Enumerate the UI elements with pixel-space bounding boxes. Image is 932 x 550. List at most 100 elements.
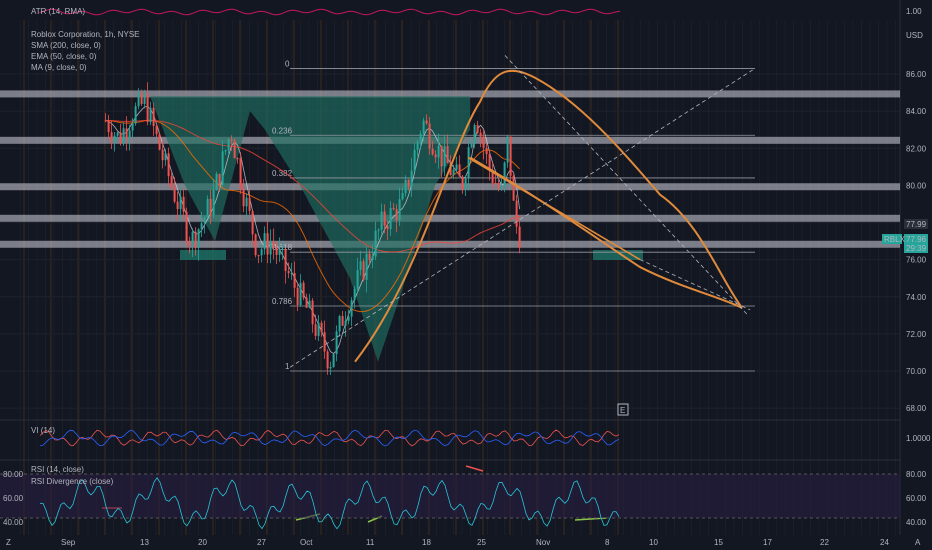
candle-body <box>350 300 353 317</box>
earnings-marker[interactable]: E <box>617 403 629 416</box>
candle-body <box>425 120 428 124</box>
atr-line <box>39 8 621 16</box>
candle-body <box>317 322 320 336</box>
price-tick-label: 84.00 <box>906 107 927 116</box>
candle-body <box>170 176 173 187</box>
price-zone <box>0 90 900 98</box>
price-tick-label: 80.00 <box>906 181 927 190</box>
candle-body <box>311 300 314 325</box>
candle-body <box>218 173 221 185</box>
candle-body <box>182 196 185 212</box>
rsi-line: 80.00 80.00 60.00 60.00 40.00 40.00 <box>3 470 927 530</box>
time-tick-label: 27 <box>257 538 266 547</box>
dashed-trendlines <box>289 55 756 368</box>
time-tick-label: Nov <box>536 538 550 547</box>
candle-body <box>125 128 128 139</box>
price-tick-label: 1.00 <box>906 7 922 16</box>
price-tick-label: 86.00 <box>906 70 927 79</box>
candle-body <box>383 211 386 226</box>
pattern-curve <box>354 69 743 363</box>
candle-body <box>464 178 467 190</box>
cup-fill <box>150 96 470 362</box>
atr-legend: ATR (14, RMA) <box>31 7 85 16</box>
candle-body <box>269 241 272 255</box>
vi-tick-label: 1.0000 <box>906 434 931 443</box>
candle-body <box>347 316 350 321</box>
candle-body <box>518 226 521 248</box>
price-tag-last: 77.96 29:39 RBLX <box>882 234 928 253</box>
rsi-legend: RSI (14, close) <box>31 465 84 474</box>
candle-body <box>122 128 125 144</box>
candle-body <box>176 201 179 210</box>
price-tick-label: 72.00 <box>906 330 927 339</box>
candle-body <box>404 179 407 194</box>
fib-level-label: 0.382 <box>272 169 293 178</box>
rsi-tick-label: 80.00 <box>906 470 927 479</box>
auto-scale-button[interactable]: A <box>915 538 921 547</box>
candle-body <box>509 136 512 176</box>
candle-body <box>221 151 224 185</box>
candle-body <box>434 154 437 158</box>
symbol-legend: Roblox Corporation, 1h, NYSE <box>31 30 140 39</box>
time-axis: Sep 13 20 27 Oct 11 18 25 Nov 8 10 15 17 22 24 <box>61 538 889 547</box>
candle-body <box>413 149 416 171</box>
trendline-fib-diagonal <box>289 68 756 368</box>
candle-body <box>284 249 287 271</box>
price-tick-label: 82.00 <box>906 144 927 153</box>
candle-body <box>443 146 446 167</box>
candle-body <box>290 272 293 274</box>
candle-body <box>230 139 233 141</box>
candle-body <box>446 146 449 164</box>
candle-body <box>503 162 506 187</box>
candle-body <box>239 158 242 189</box>
rsi-tick-label-left: 80.00 <box>3 470 24 479</box>
svg-text:77.96: 77.96 <box>906 235 927 244</box>
candle-body <box>191 231 194 245</box>
time-tick-label: 18 <box>422 538 431 547</box>
candle-body <box>410 170 413 187</box>
candle-body <box>260 249 263 256</box>
candle-body <box>203 217 206 224</box>
candle-body <box>440 145 443 167</box>
candle-body <box>200 223 203 230</box>
candle-body <box>233 140 236 159</box>
candle-body <box>146 94 149 123</box>
trendline-lower <box>639 259 751 311</box>
candle-body <box>188 241 191 245</box>
candle-body <box>263 233 266 250</box>
ema-legend: EMA (50, close, 0) <box>31 52 97 61</box>
candle-body <box>377 229 380 231</box>
fib-level-label: 0.786 <box>272 297 293 306</box>
candle-body <box>152 107 155 126</box>
candle-body <box>482 136 485 148</box>
candle-body <box>326 351 329 369</box>
price-zone <box>0 183 900 191</box>
time-tick-label: 22 <box>820 538 829 547</box>
candle-body <box>473 125 476 144</box>
candle-body <box>476 125 479 133</box>
candle-body <box>116 132 119 136</box>
vi-legend: VI (14) <box>31 426 55 435</box>
time-tick-label: 10 <box>649 538 658 547</box>
candle-body <box>368 253 371 261</box>
candle-body <box>155 125 158 135</box>
support-box-right <box>593 250 643 260</box>
candle-body <box>179 196 182 210</box>
candle-body <box>353 288 356 301</box>
candle-body <box>455 164 458 170</box>
time-tick-label: 24 <box>880 538 889 547</box>
candle-body <box>215 173 218 191</box>
trendline-descending <box>504 55 749 316</box>
candle-body <box>296 287 299 306</box>
svg-text:29:39: 29:39 <box>906 244 927 253</box>
candle-body <box>257 255 260 257</box>
timezone-button[interactable]: Z <box>6 538 11 547</box>
candle-body <box>194 231 197 248</box>
candle-body <box>173 186 176 202</box>
candle-body <box>206 198 209 218</box>
currency-label: USD <box>906 31 923 40</box>
candle-body <box>275 247 278 255</box>
candle-body <box>338 316 341 332</box>
